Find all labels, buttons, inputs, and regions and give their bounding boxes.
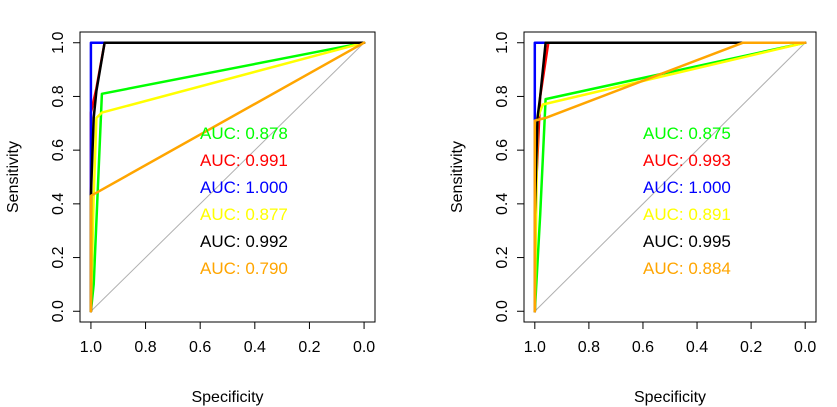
auc-label-2: AUC: 0.993 xyxy=(643,151,731,170)
roc-curve-6 xyxy=(89,41,366,313)
x-tick-label: 0.8 xyxy=(134,339,156,356)
auc-label-3: AUC: 1.000 xyxy=(643,178,731,197)
reference-diagonal xyxy=(90,42,365,312)
x-tick-label: 0.8 xyxy=(578,339,600,356)
x-axis-title: Specificity xyxy=(634,389,706,406)
plot-frame xyxy=(523,31,817,323)
auc-label-5: AUC: 0.995 xyxy=(643,232,731,251)
y-axis-title: Sensitivity xyxy=(5,141,22,213)
y-tick-label: 0.6 xyxy=(494,139,511,161)
auc-label-6: AUC: 0.884 xyxy=(643,259,731,278)
y-tick-label: 0.2 xyxy=(494,246,511,268)
x-tick-label: 0.4 xyxy=(244,339,266,356)
auc-label-1: AUC: 0.875 xyxy=(643,124,731,143)
x-tick-label: 0.0 xyxy=(794,339,816,356)
auc-label-6: AUC: 0.790 xyxy=(200,259,288,278)
auc-label-4: AUC: 0.877 xyxy=(200,205,288,224)
x-tick-label: 1.0 xyxy=(524,339,546,356)
x-tick-label: 0.2 xyxy=(740,339,762,356)
roc-curve-4 xyxy=(89,41,366,313)
y-tick-label: 0.4 xyxy=(50,193,67,215)
auc-label-4: AUC: 0.891 xyxy=(643,205,731,224)
roc-curve-4 xyxy=(533,41,807,313)
y-tick-label: 0.8 xyxy=(494,85,511,107)
y-tick-label: 0.2 xyxy=(50,246,67,268)
y-tick-label: 1.0 xyxy=(494,32,511,54)
auc-label-2: AUC: 0.991 xyxy=(200,151,288,170)
roc-panel-2: 1.0 0.8 0.6 0.4 0.2 0.0 0.0 0.2 0.4 0.6 0.8 1.0 Spec… xyxy=(449,31,817,406)
x-tick-label: 0.6 xyxy=(189,339,211,356)
y-axis-title: Sensitivity xyxy=(449,141,466,213)
auc-label-1: AUC: 0.878 xyxy=(200,124,288,143)
roc-panel-1: 1.0 0.8 0.6 0.4 0.2 0.0 0.0 0.2 0.4 0.6 0.8 1.0 Spec… xyxy=(5,31,376,406)
y-tick-label: 0.6 xyxy=(50,139,67,161)
reference-diagonal xyxy=(534,42,806,312)
y-tick-label: 0.0 xyxy=(50,300,67,322)
x-tick-label: 0.2 xyxy=(298,339,320,356)
y-tick-label: 0.0 xyxy=(494,300,511,322)
roc-curve-6 xyxy=(533,41,807,313)
x-tick-label: 0.4 xyxy=(686,339,708,356)
auc-label-5: AUC: 0.992 xyxy=(200,232,288,251)
x-axis-title: Specificity xyxy=(191,389,263,406)
plot-frame xyxy=(79,31,376,323)
x-tick-label: 0.0 xyxy=(353,339,375,356)
roc-curve-1 xyxy=(533,41,807,313)
y-tick-label: 1.0 xyxy=(50,32,67,54)
y-tick-label: 0.8 xyxy=(50,85,67,107)
auc-label-3: AUC: 1.000 xyxy=(200,178,288,197)
x-tick-label: 1.0 xyxy=(80,339,102,356)
y-tick-label: 0.4 xyxy=(494,193,511,215)
x-tick-label: 0.6 xyxy=(632,339,654,356)
